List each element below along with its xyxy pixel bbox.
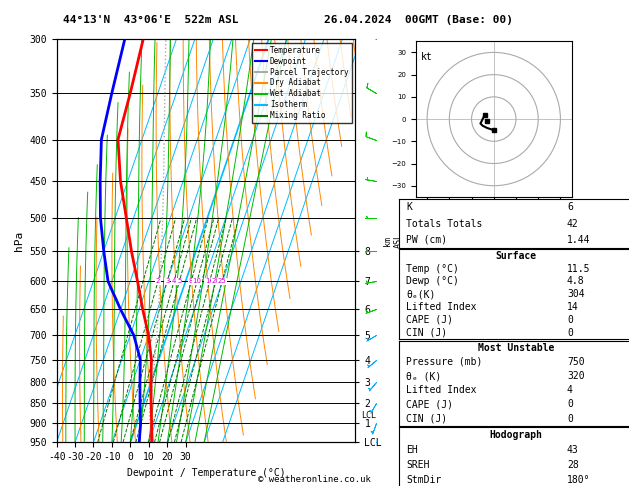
Text: 44°13'N  43°06'E  522m ASL: 44°13'N 43°06'E 522m ASL bbox=[63, 15, 238, 25]
Text: 320: 320 bbox=[567, 371, 584, 381]
Text: CIN (J): CIN (J) bbox=[406, 414, 447, 424]
Text: 1.44: 1.44 bbox=[567, 235, 591, 245]
Legend: Temperature, Dewpoint, Parcel Trajectory, Dry Adiabat, Wet Adiabat, Isotherm, Mi: Temperature, Dewpoint, Parcel Trajectory… bbox=[252, 43, 352, 123]
Text: K: K bbox=[406, 202, 412, 212]
Text: 10: 10 bbox=[192, 278, 201, 284]
Text: EH: EH bbox=[406, 445, 418, 455]
Text: Most Unstable: Most Unstable bbox=[477, 343, 554, 353]
Text: CAPE (J): CAPE (J) bbox=[406, 399, 454, 410]
Text: 4: 4 bbox=[172, 278, 176, 284]
Text: 25: 25 bbox=[218, 278, 226, 284]
Text: PW (cm): PW (cm) bbox=[406, 235, 447, 245]
Text: 180°: 180° bbox=[567, 475, 591, 485]
Text: Lifted Index: Lifted Index bbox=[406, 302, 477, 312]
Text: 2: 2 bbox=[156, 278, 160, 284]
Text: 5: 5 bbox=[177, 278, 182, 284]
Text: CAPE (J): CAPE (J) bbox=[406, 315, 454, 325]
Text: 26.04.2024  00GMT (Base: 00): 26.04.2024 00GMT (Base: 00) bbox=[324, 15, 513, 25]
Text: 6: 6 bbox=[567, 202, 573, 212]
Text: Pressure (mb): Pressure (mb) bbox=[406, 357, 483, 367]
Y-axis label: hPa: hPa bbox=[14, 230, 24, 251]
Text: θₑ (K): θₑ (K) bbox=[406, 371, 442, 381]
Text: 20: 20 bbox=[211, 278, 220, 284]
Text: 11.5: 11.5 bbox=[567, 263, 591, 274]
Text: 16: 16 bbox=[205, 278, 214, 284]
X-axis label: Dewpoint / Temperature (°C): Dewpoint / Temperature (°C) bbox=[126, 468, 286, 478]
Text: 0: 0 bbox=[567, 328, 573, 338]
Y-axis label: km
ASL: km ASL bbox=[384, 233, 403, 248]
Text: 4.8: 4.8 bbox=[567, 277, 584, 286]
Text: θₑ(K): θₑ(K) bbox=[406, 289, 436, 299]
Text: 750: 750 bbox=[567, 357, 584, 367]
Text: 304: 304 bbox=[567, 289, 584, 299]
Text: Hodograph: Hodograph bbox=[489, 430, 542, 440]
Text: Lifted Index: Lifted Index bbox=[406, 385, 477, 395]
Text: 43: 43 bbox=[567, 445, 579, 455]
Text: 3: 3 bbox=[165, 278, 169, 284]
Text: 42: 42 bbox=[567, 219, 579, 228]
Text: kt: kt bbox=[420, 52, 432, 62]
Text: 0: 0 bbox=[567, 315, 573, 325]
Text: 0: 0 bbox=[567, 399, 573, 410]
Text: Totals Totals: Totals Totals bbox=[406, 219, 483, 228]
Text: 14: 14 bbox=[567, 302, 579, 312]
Text: SREH: SREH bbox=[406, 460, 430, 470]
Text: Temp (°C): Temp (°C) bbox=[406, 263, 459, 274]
Text: 4: 4 bbox=[567, 385, 573, 395]
Text: CIN (J): CIN (J) bbox=[406, 328, 447, 338]
Text: 8: 8 bbox=[189, 278, 194, 284]
Text: 28: 28 bbox=[567, 460, 579, 470]
Text: Surface: Surface bbox=[495, 251, 537, 261]
Text: © weatheronline.co.uk: © weatheronline.co.uk bbox=[258, 474, 371, 484]
Text: StmDir: StmDir bbox=[406, 475, 442, 485]
Text: LCL: LCL bbox=[361, 411, 376, 420]
Text: 0: 0 bbox=[567, 414, 573, 424]
Text: Dewp (°C): Dewp (°C) bbox=[406, 277, 459, 286]
